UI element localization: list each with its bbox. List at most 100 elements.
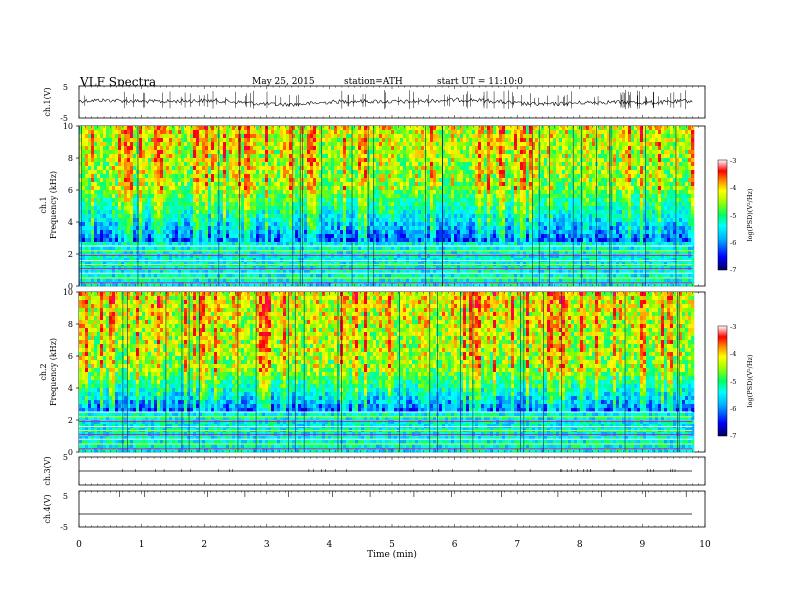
- spec-cell: [346, 226, 350, 231]
- spec-cell: [355, 138, 359, 143]
- spec-cell: [337, 198, 341, 203]
- spec-cell: [415, 170, 419, 175]
- spec-cell: [277, 158, 281, 163]
- spec-cell: [130, 174, 134, 179]
- spec-cell: [286, 150, 290, 155]
- spec-cell: [112, 134, 116, 139]
- spec-cell: [172, 126, 176, 131]
- spec-cell: [97, 222, 101, 227]
- spec-cell: [445, 130, 449, 135]
- spec-cell: [292, 238, 296, 243]
- spec-cell: [262, 166, 266, 171]
- spec-cell: [427, 278, 431, 283]
- spec-cell: [271, 146, 275, 151]
- spec-cell: [421, 138, 425, 143]
- spec-cell: [325, 278, 329, 283]
- spec-cell: [94, 278, 98, 283]
- spec-cell: [367, 270, 371, 275]
- spec-cell: [211, 134, 215, 139]
- spec-cell: [313, 134, 317, 139]
- spec-cell: [223, 246, 227, 251]
- spec-cell: [436, 146, 440, 151]
- spec-cell: [232, 250, 236, 255]
- spec-cell: [370, 206, 374, 211]
- spec-cell: [337, 166, 341, 171]
- spec-cell: [103, 146, 107, 151]
- spec-cell: [247, 250, 251, 255]
- spec-cell: [253, 226, 257, 231]
- spec-cell: [346, 142, 350, 147]
- spec-cell: [175, 254, 179, 259]
- spec-cell: [133, 278, 137, 283]
- spec-cell: [127, 246, 131, 251]
- spec-cell: [211, 178, 215, 183]
- spec-cell: [259, 242, 263, 247]
- spec-cell: [262, 154, 266, 159]
- spec-cell: [262, 238, 266, 243]
- spec-cell: [235, 210, 239, 215]
- spec-cell: [427, 178, 431, 183]
- spec-cell: [385, 162, 389, 167]
- spec-cell: [157, 274, 161, 279]
- spec-cell: [271, 134, 275, 139]
- spec-cell: [439, 226, 443, 231]
- spec-cell: [130, 166, 134, 171]
- spec-cell: [355, 198, 359, 203]
- spec-cell: [160, 222, 164, 227]
- spec-cell: [412, 174, 416, 179]
- spec-cell: [97, 194, 101, 199]
- spec-cell: [205, 226, 209, 231]
- spec-cell: [370, 274, 374, 279]
- spec-cell: [241, 238, 245, 243]
- spec-cell: [277, 194, 281, 199]
- spec-cell: [439, 134, 443, 139]
- spec-cell: [133, 174, 137, 179]
- spec-cell: [235, 270, 239, 275]
- spec-cell: [169, 282, 173, 287]
- spec-cell: [262, 126, 266, 131]
- spec-cell: [256, 158, 260, 163]
- spec-cell: [430, 282, 434, 287]
- spec-cell: [265, 142, 269, 147]
- spec-cell: [433, 170, 437, 175]
- spec-cell: [175, 150, 179, 155]
- spec-cell: [304, 154, 308, 159]
- spec-cell: [340, 178, 344, 183]
- spec-cell: [244, 134, 248, 139]
- spec-cell: [277, 238, 281, 243]
- spec-cell: [157, 206, 161, 211]
- spec-cell: [262, 234, 266, 239]
- spec-cell: [280, 242, 284, 247]
- spec-cell: [403, 138, 407, 143]
- spec-cell: [202, 222, 206, 227]
- spec-cell: [379, 270, 383, 275]
- spec-cell: [292, 206, 296, 211]
- spec-cell: [187, 134, 191, 139]
- spec-cell: [208, 146, 212, 151]
- spec-cell: [166, 222, 170, 227]
- spec-cell: [343, 242, 347, 247]
- spec-cell: [214, 166, 218, 171]
- spec-cell: [388, 238, 392, 243]
- spec-cell: [259, 146, 263, 151]
- spec-cell: [241, 246, 245, 251]
- spec-cell: [106, 274, 110, 279]
- spec-cell: [403, 126, 407, 131]
- spec-cell: [136, 246, 140, 251]
- spec-cell: [340, 278, 344, 283]
- spec-cell: [259, 254, 263, 259]
- spec-cell: [367, 210, 371, 215]
- spec-cell: [328, 210, 332, 215]
- spec-cell: [316, 254, 320, 259]
- spec-cell: [445, 178, 449, 183]
- spec-cell: [373, 170, 377, 175]
- spec-cell: [82, 246, 86, 251]
- spec-cell: [382, 126, 386, 131]
- spec-cell: [166, 170, 170, 175]
- spec-cell: [349, 254, 353, 259]
- spec-cell: [205, 162, 209, 167]
- spec-cell: [289, 234, 293, 239]
- spec-cell: [202, 270, 206, 275]
- spec-cell: [136, 166, 140, 171]
- spec-cell: [334, 198, 338, 203]
